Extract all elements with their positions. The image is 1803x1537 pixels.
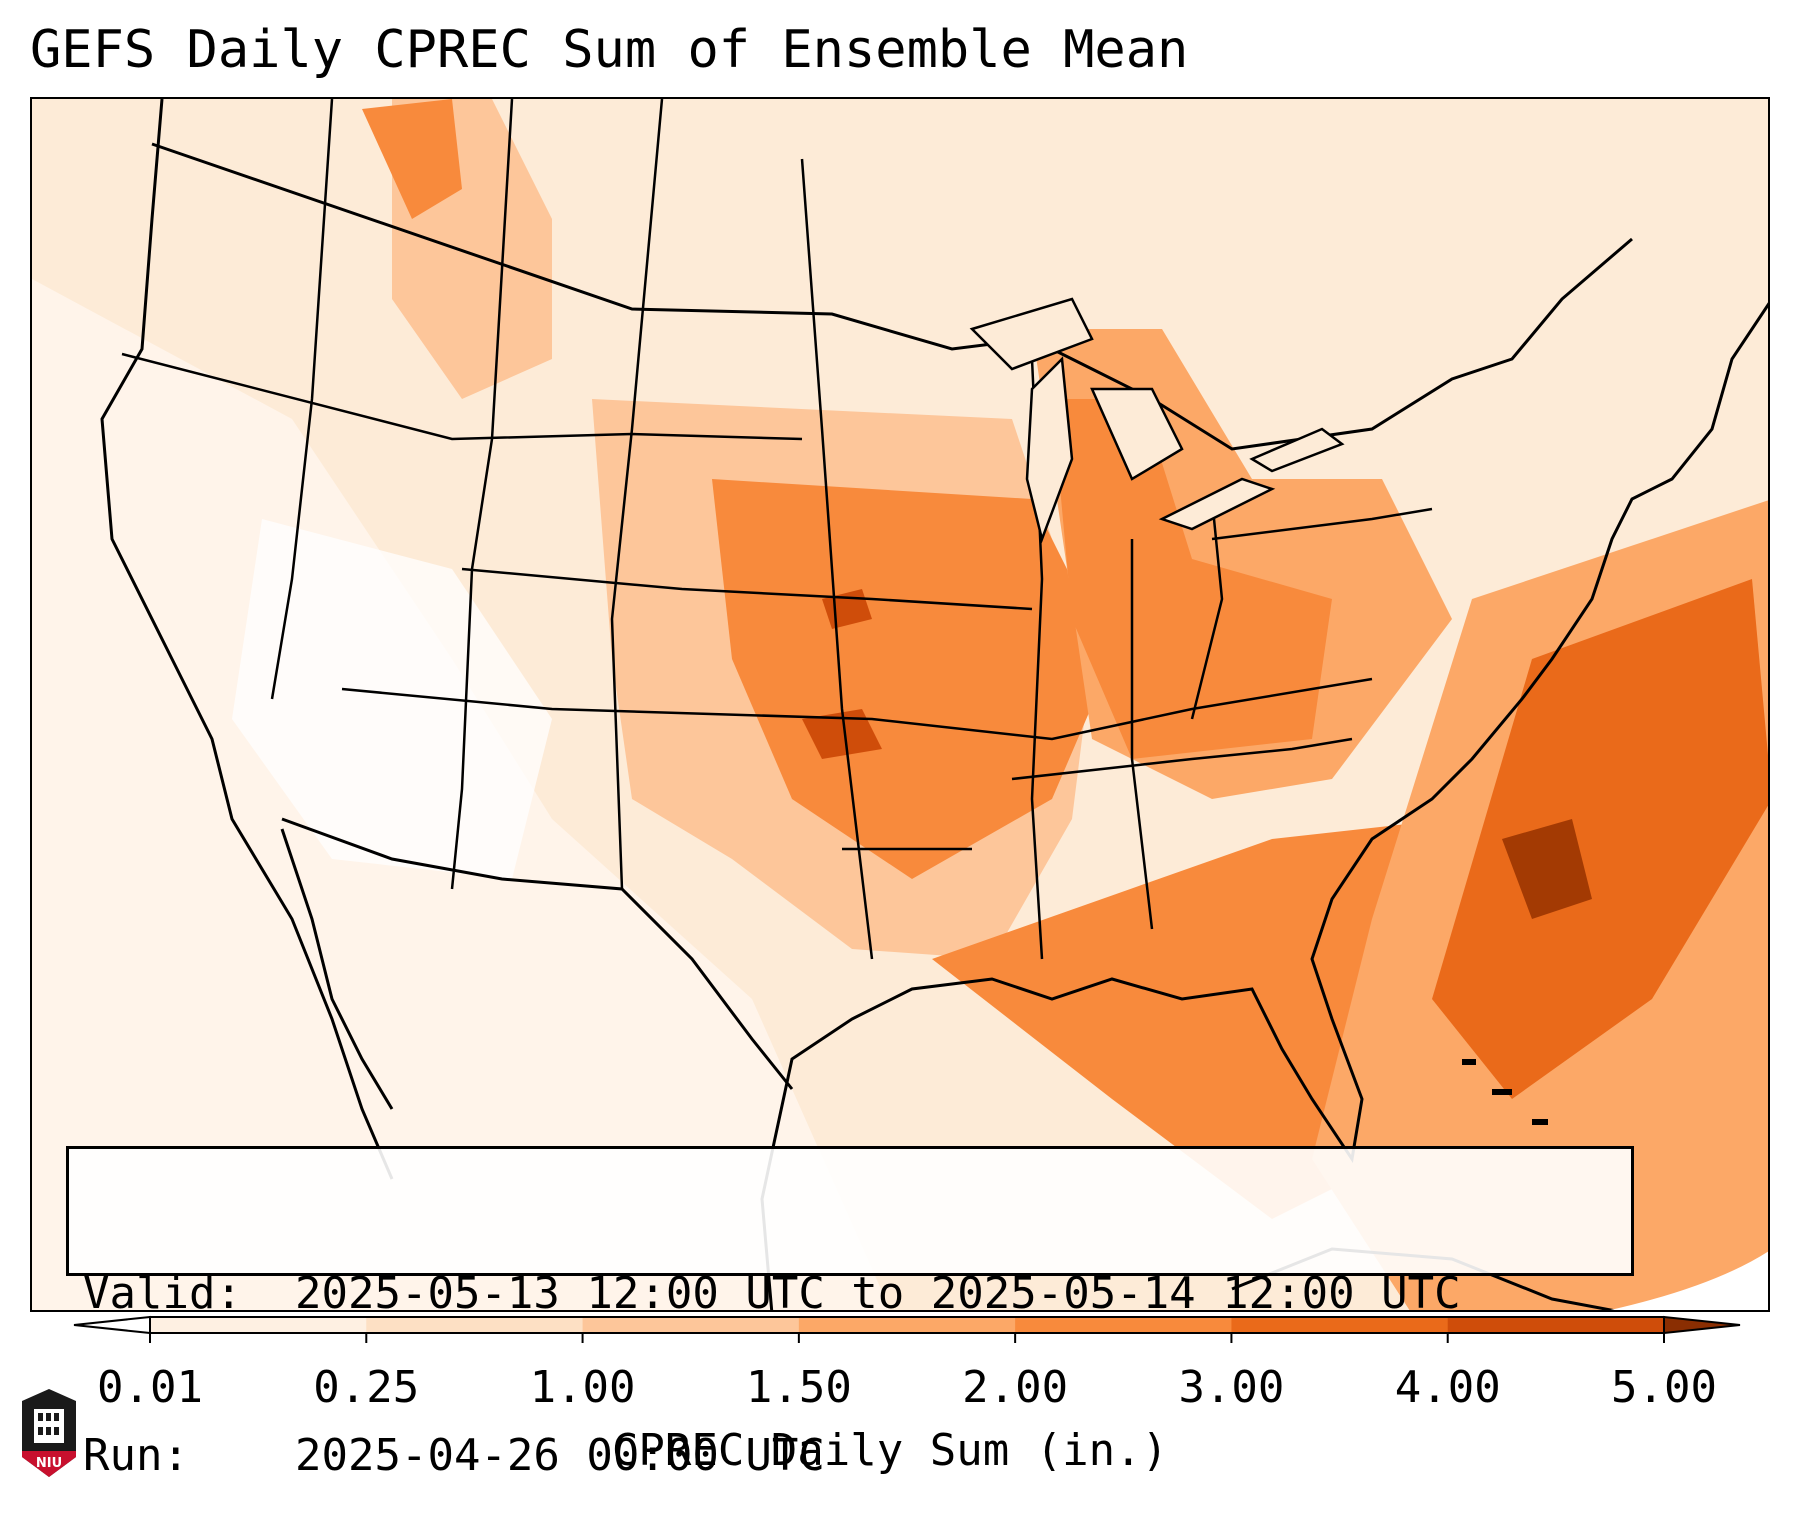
colorbar-tick-label: 0.01 [97,1362,203,1413]
baja-coastline [280,828,394,1110]
colorbar-segment [150,1317,367,1333]
colorbar-segment [1231,1317,1449,1333]
colorbar-segment [798,1317,1016,1333]
colorbar-segment [366,1317,584,1333]
colorbar-segment [1447,1317,1665,1333]
niu-logo: NIU [22,1389,76,1477]
precip-map [30,97,1770,1312]
run-label: Run: [83,1430,189,1481]
valid-value: 2025-05-13 12:00 UTC to 2025-05-14 12:00… [295,1268,1461,1319]
colorbar-tick-label: 3.00 [1178,1362,1285,1413]
colorbar-tick-label: 0.25 [313,1362,420,1413]
projection-edge [1610,1251,1768,1310]
precip-oklahoma-max [802,709,882,759]
colorbar-tick-label: 1.50 [745,1362,852,1413]
colorbar-tick-label: 1.00 [529,1362,636,1413]
logo-text: NIU [36,1456,62,1471]
precip-atlantic-max [1502,819,1592,919]
colorbar-under-arrow [73,1315,151,1335]
colorbar-outline [149,1316,1665,1334]
colorbar [73,1315,1741,1343]
colorbar-segment [582,1317,800,1333]
valid-row: Valid: 2025-05-13 12:00 UTC to 2025-05-14… [83,1267,1617,1321]
dry-great-basin [232,519,552,879]
colorbar-tick-label: 4.00 [1394,1362,1501,1413]
precip-montana-max [362,99,462,219]
colorbar-segment [1015,1317,1232,1333]
bahamas-islands [1462,1059,1548,1125]
colorbar-tick-label: 2.00 [962,1362,1069,1413]
precip-atlantic-core [1432,579,1768,1099]
great-lakes [969,297,1345,544]
state-lines [121,99,1433,960]
run-value: 2025-04-26 00:00 UTC [295,1430,825,1481]
valid-run-info-box: Valid: 2025-05-13 12:00 UTC to 2025-05-14… [66,1146,1634,1481]
valid-label: Valid: [83,1268,242,1319]
pacific-coastline [100,99,394,1180]
colorbar-title: CPREC Daily Sum (in.) [611,1425,1169,1476]
map-canvas [32,99,1768,1310]
gulf-atlantic-coastline [760,302,1768,1310]
precip-ohio-valley [1052,399,1332,759]
colorbar-tick-label: 5.00 [1611,1362,1717,1413]
map-title: GEFS Daily CPREC Sum of Ensemble Mean [30,20,1189,80]
run-row: Run: 2025-04-26 00:00 UTC [83,1429,1617,1483]
colorbar-over-arrow [1663,1315,1741,1335]
